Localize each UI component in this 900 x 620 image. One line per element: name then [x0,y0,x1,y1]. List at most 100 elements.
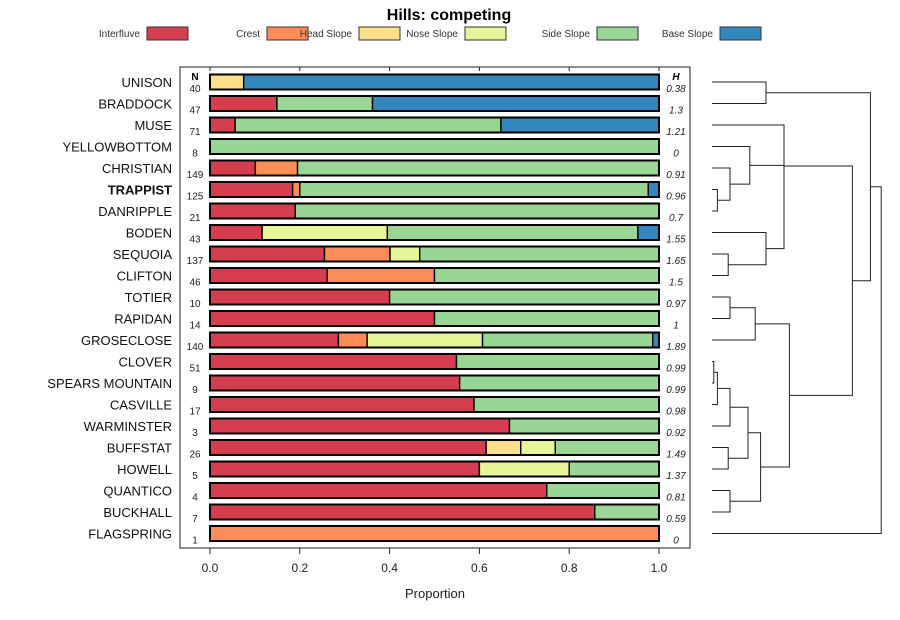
bar-row-warminster: WARMINSTER 3 0.92 [84,417,686,439]
bar-segment-side-slope [294,202,660,220]
dendrogram-branch-m-cs-casville [712,371,718,405]
bar-row-quantico: QUANTICO 4 0.81 [103,482,686,504]
row-label: UNISON [121,75,172,90]
bar-segment-interfluve [209,224,263,241]
row-label: BUCKHALL [103,505,172,520]
bar-row-unison: UNISON 40 0.38 [121,73,686,95]
h-value: 0.7 [669,213,683,224]
bar-outline [209,267,660,284]
bar-outline [209,353,660,370]
bar-segment-interfluve [209,374,461,392]
row-label: SEQUOIA [113,247,173,262]
n-value: 9 [192,385,198,396]
bar-segment-side-slope [234,116,502,134]
dendrogram [712,81,882,534]
legend-label-interfluve: Interfluve [99,29,141,40]
h-value: 1.65 [666,256,686,267]
bar-row-muse: MUSE 71 1.21 [134,116,686,138]
row-label: DANRIPPLE [98,204,172,219]
dendrogram-branch-m-root [712,186,882,534]
bar-row-boden: BODEN 43 1.55 [126,224,686,246]
dendrogram-branch-m-upper-lower [784,165,853,396]
n-value: 5 [192,471,198,482]
bar-segment-side-slope [458,374,660,392]
bar-segment-crest [209,525,660,542]
bar-row-spears-mountain: SPEARS MOUNTAIN 9 0.99 [47,374,686,396]
bar-segment-side-slope [568,460,660,478]
bar-outline [209,73,660,91]
n-value: 21 [189,213,201,224]
bar-row-trappist: TRAPPIST 125 0.96 [108,181,686,203]
bar-segment-side-slope [276,95,374,112]
bar-outline [209,159,660,177]
h-value: 0.59 [666,514,686,525]
dendrogram-branch-m-buffstat-howell [712,447,729,470]
bar-segment-interfluve [209,331,340,349]
legend-swatch-interfluve [146,26,189,41]
bar-row-casville: CASVILLE 17 0.98 [110,396,686,418]
bar-row-clover: CLOVER 51 0.99 [119,353,686,375]
row-label: WARMINSTER [84,419,172,434]
bar-segment-side-slope [546,482,660,499]
bar-row-sequoia: SEQUOIA 137 1.65 [113,245,686,267]
n-value: 1 [192,536,198,547]
bar-segment-side-slope [209,138,660,155]
bar-row-flagspring: FLAGSPRING 1 0 [88,525,679,547]
bar-segment-side-slope [455,353,660,370]
bar-outline [209,525,660,542]
n-value: 47 [189,106,201,117]
x-tick-label: 0.0 [202,561,219,575]
legend-swatch-nose-slope [464,26,507,41]
n-value: 26 [189,450,201,461]
bar-row-howell: HOWELL 5 1.37 [117,460,686,482]
bar-segment-interfluve [209,310,436,327]
dendrogram-branch-m-tr-groseclose [712,307,756,341]
bar-outline [209,224,660,241]
legend-label-base-slope: Base Slope [662,29,714,40]
bar-outline [209,245,660,263]
bar-segment-side-slope [554,439,660,456]
bar-segment-interfluve [209,482,548,499]
bar-outline [209,181,660,198]
x-tick-label: 1.0 [651,561,668,575]
bar-segment-head-slope [485,439,522,456]
h-value: 0.91 [666,170,685,181]
bar-row-totier: TOTIER 10 0.97 [125,288,686,310]
bar-segment-crest [323,245,391,263]
bar-segment-base-slope [242,73,660,91]
bar-outline [209,138,660,155]
h-value: 0 [673,536,679,547]
bar-segment-nose-slope [261,224,389,241]
n-value: 51 [189,364,201,375]
bar-segment-side-slope [508,417,660,435]
h-value: 1.55 [666,235,686,246]
dendrogram-branch-m-quantico-buckhall [712,490,731,513]
legend-label-crest: Crest [236,29,260,40]
bar-outline [209,374,660,392]
dendrogram-branch-m-cscwbh-qb [730,432,762,502]
n-value: 10 [189,299,201,310]
bar-segment-side-slope [473,396,660,413]
x-tick-label: 0.6 [471,561,488,575]
row-label: TRAPPIST [108,183,172,198]
row-label: RAPIDAN [114,312,172,327]
bar-segment-interfluve [209,245,326,263]
x-axis: 0.0 0.2 0.4 0.6 0.8 1.0 [202,67,668,575]
h-value: 0.96 [666,192,686,203]
x-tick-label: 0.8 [561,561,578,575]
bar-segment-interfluve [209,95,278,112]
bar-segment-interfluve [209,503,596,521]
row-label: YELLOWBOTTOM [62,140,172,155]
bar-outline [209,202,660,220]
bar-segment-interfluve [209,417,511,435]
n-value: 40 [189,84,201,95]
row-label: BRADDOCK [98,97,172,112]
h-value: 0.97 [666,299,686,310]
dendrogram-branch-m-christian-td [712,167,731,201]
n-value: 17 [189,407,201,418]
h-value: 1.21 [666,127,685,138]
row-label: TOTIER [125,290,172,305]
row-label: GROSECLOSE [81,333,172,348]
dendrogram-branch-m-boden-sc [712,232,767,266]
h-value: 0.38 [666,84,686,95]
